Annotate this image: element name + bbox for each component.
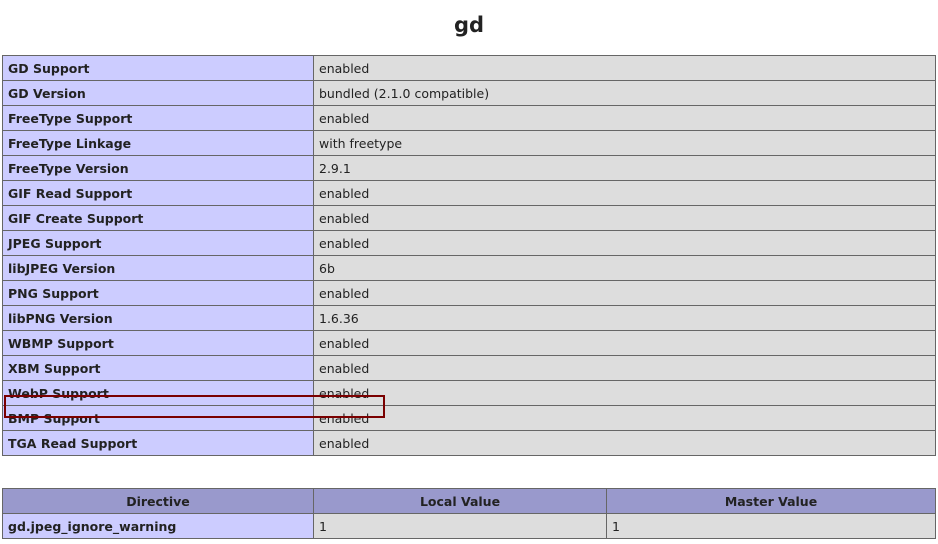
row-value: enabled xyxy=(313,280,936,306)
row-label: FreeType Support xyxy=(2,105,314,131)
table-row: GD Version bundled (2.1.0 compatible) xyxy=(2,80,936,106)
row-label: BMP Support xyxy=(2,405,314,431)
row-label: FreeType Linkage xyxy=(2,130,314,156)
row-value: enabled xyxy=(313,355,936,381)
table-row: GIF Read Support enabled xyxy=(2,180,936,206)
row-label: WebP Support xyxy=(2,380,314,406)
table-row: BMP Support enabled xyxy=(2,405,936,431)
table-row: GIF Create Support enabled xyxy=(2,205,936,231)
row-label: GIF Create Support xyxy=(2,205,314,231)
column-header: Directive xyxy=(2,488,314,514)
row-value: enabled xyxy=(313,180,936,206)
row-value: enabled xyxy=(313,205,936,231)
row-value: enabled xyxy=(313,230,936,256)
row-label: WBMP Support xyxy=(2,330,314,356)
table-row: GD Support enabled xyxy=(2,55,936,81)
table-row: gd.jpeg_ignore_warning 1 1 xyxy=(2,513,936,539)
row-value: enabled xyxy=(313,55,936,81)
row-value: enabled xyxy=(313,380,936,406)
row-value: enabled xyxy=(313,330,936,356)
table-row: JPEG Support enabled xyxy=(2,230,936,256)
row-label: GIF Read Support xyxy=(2,180,314,206)
row-value: enabled xyxy=(313,430,936,456)
row-value: enabled xyxy=(313,405,936,431)
table-row: XBM Support enabled xyxy=(2,355,936,381)
directive-name: gd.jpeg_ignore_warning xyxy=(2,513,314,539)
row-value: bundled (2.1.0 compatible) xyxy=(313,80,936,106)
table-row: WebP Support enabled xyxy=(2,380,936,406)
table-row: FreeType Version 2.9.1 xyxy=(2,155,936,181)
gd-info-table: GD Support enabled GD Version bundled (2.1.… xyxy=(2,55,936,456)
table-row: PNG Support enabled xyxy=(2,280,936,306)
table-row: libJPEG Version 6b xyxy=(2,255,936,281)
table-row: FreeType Linkage with freetype xyxy=(2,130,936,156)
column-header: Local Value xyxy=(313,488,607,514)
master-value: 1 xyxy=(606,513,936,539)
table-row: FreeType Support enabled xyxy=(2,105,936,131)
row-value: with freetype xyxy=(313,130,936,156)
row-label: PNG Support xyxy=(2,280,314,306)
row-label: libJPEG Version xyxy=(2,255,314,281)
row-value: 1.6.36 xyxy=(313,305,936,331)
page-title: gd xyxy=(453,13,485,37)
row-value: 6b xyxy=(313,255,936,281)
row-label: libPNG Version xyxy=(2,305,314,331)
row-label: GD Support xyxy=(2,55,314,81)
column-header: Master Value xyxy=(606,488,936,514)
directive-table: Directive Local Value Master Value gd.jp… xyxy=(2,488,936,539)
row-value: enabled xyxy=(313,105,936,131)
row-label: JPEG Support xyxy=(2,230,314,256)
table-row: TGA Read Support enabled xyxy=(2,430,936,456)
table-row: libPNG Version 1.6.36 xyxy=(2,305,936,331)
table-row: WBMP Support enabled xyxy=(2,330,936,356)
row-label: TGA Read Support xyxy=(2,430,314,456)
row-label: XBM Support xyxy=(2,355,314,381)
local-value: 1 xyxy=(313,513,607,539)
row-label: FreeType Version xyxy=(2,155,314,181)
row-label: GD Version xyxy=(2,80,314,106)
row-value: 2.9.1 xyxy=(313,155,936,181)
